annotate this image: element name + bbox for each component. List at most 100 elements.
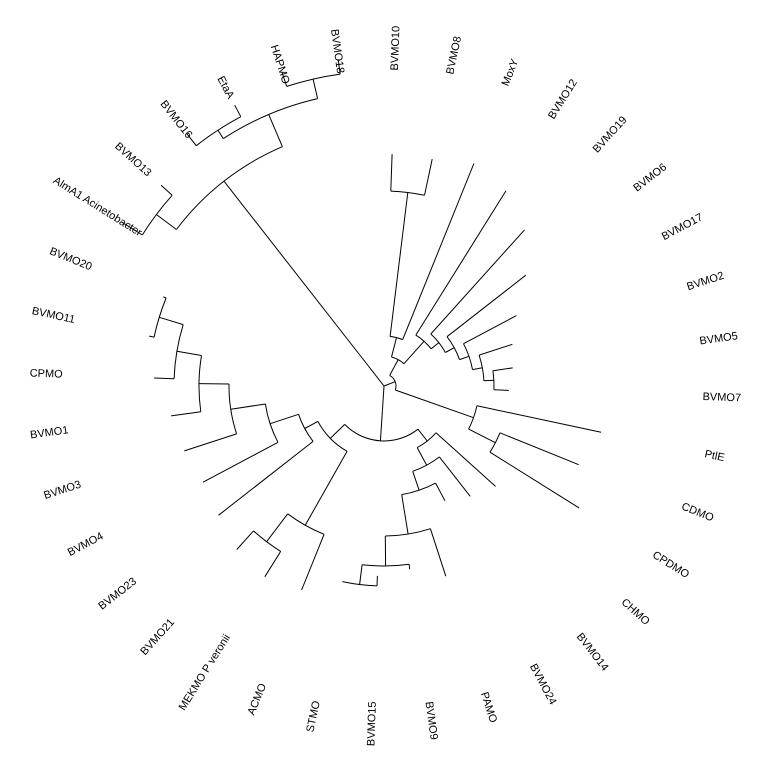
tree-branch — [430, 342, 440, 350]
leaf-label: HAPMO — [268, 43, 292, 85]
leaf-label: CDMO — [680, 501, 716, 525]
tree-branch — [304, 451, 348, 526]
tree-branch — [429, 528, 447, 577]
tree-branch — [383, 381, 396, 387]
tree-branch — [402, 163, 475, 340]
tree-branch — [489, 451, 580, 509]
leaf-label: PAMO — [478, 691, 499, 725]
tree-branch — [202, 441, 279, 483]
tree-branch — [446, 274, 527, 338]
tree-branch — [435, 482, 446, 502]
tree-branch — [301, 534, 325, 591]
leaf-label: BVMO13 — [112, 140, 153, 179]
leaf-label: BVMO8 — [444, 35, 464, 75]
leaf-label: BVMO11 — [31, 305, 76, 326]
tree-branch — [459, 355, 470, 361]
leaf-label: MoxY — [500, 57, 522, 88]
tree-branch — [173, 324, 184, 379]
tree-branch — [435, 432, 496, 487]
tree-branch — [156, 214, 177, 230]
leaf-label: CPMO — [30, 368, 64, 381]
leaf-label: BVMO10 — [389, 26, 403, 71]
tree-branch — [186, 133, 197, 147]
tree-branch — [329, 424, 346, 439]
tree-branch — [223, 180, 360, 355]
leaf-label: EtaA — [214, 74, 236, 101]
leaf-label: BVMO19 — [591, 114, 630, 155]
tree-branch — [381, 385, 385, 411]
leaf-label: BVMO9 — [422, 701, 439, 741]
tree-branch — [317, 421, 348, 452]
tree-branch — [489, 432, 501, 453]
leaf-label: BVMO20 — [48, 245, 94, 273]
tree-branch — [445, 347, 455, 353]
leaf-label: ACMO — [246, 681, 270, 717]
tree-branch — [264, 403, 279, 443]
tree-branch — [337, 59, 341, 75]
leaf-label: BVMO14 — [574, 631, 611, 674]
tree-branch — [390, 154, 393, 192]
tree-branch — [359, 564, 363, 585]
tree-branch — [424, 158, 433, 196]
leaf-label: BVMO24 — [527, 662, 559, 707]
tree-branch — [266, 513, 289, 543]
tree-branch — [385, 528, 431, 537]
tree-branch — [218, 441, 314, 516]
tree-branch — [281, 72, 288, 87]
tree-branch — [236, 530, 254, 550]
leaf-label: BVMO23 — [96, 576, 139, 613]
tree-branch — [160, 184, 173, 196]
tree-branch — [395, 389, 474, 419]
leaf-label: BVMO4 — [66, 530, 106, 559]
tree-branch — [223, 98, 318, 140]
tree-branch — [359, 354, 385, 387]
tree-branch — [401, 482, 436, 496]
leaf-label: BVMO3 — [42, 479, 82, 502]
tree-branch — [298, 414, 314, 442]
tree-branch — [412, 471, 420, 491]
tree-branch — [476, 405, 602, 433]
tree-branch — [439, 456, 471, 497]
tree-branch — [153, 297, 167, 338]
tree-branch — [492, 367, 513, 372]
tree-branch — [269, 413, 299, 425]
tree-branch — [389, 359, 399, 376]
tree-branch — [483, 379, 494, 382]
leaf-label: BVMO21 — [138, 617, 177, 658]
leaf-label: CHMO — [619, 596, 652, 628]
tree-branch — [342, 581, 378, 587]
leaf-label: BVMO18 — [328, 28, 346, 74]
tree-branch — [184, 433, 237, 452]
tree-branch — [268, 114, 283, 147]
tree-branch — [217, 129, 224, 139]
tree-branch — [391, 337, 397, 358]
leaf-label: BVMO15 — [365, 701, 379, 746]
tree-branch — [379, 410, 383, 441]
tree-branch — [463, 315, 517, 345]
tree-branch — [492, 370, 495, 390]
tree-branch — [478, 343, 513, 356]
tree-branch — [389, 192, 409, 337]
tree-branch — [389, 374, 397, 391]
tree-branch — [264, 551, 282, 578]
tree-branch — [154, 377, 175, 380]
tree-branch — [430, 229, 525, 335]
leaf-label: AlmA1 Acinetobacter — [51, 175, 144, 239]
tree-branch — [159, 316, 184, 326]
leaf-label: BVMO12 — [546, 77, 580, 121]
tree-branch — [176, 146, 283, 230]
tree-branch — [304, 420, 319, 429]
tree-branch — [416, 447, 428, 466]
tree-branch — [493, 389, 509, 391]
tree-branch — [198, 355, 202, 412]
tree-branch — [401, 494, 409, 535]
leaf-label: STMO — [304, 699, 322, 733]
tree-branch — [171, 411, 201, 417]
tree-branch — [468, 428, 496, 444]
tree-branch — [344, 424, 419, 442]
tree-branch — [230, 403, 266, 410]
tree-branch — [403, 340, 425, 365]
tree-branch — [472, 367, 483, 371]
tree-branches — [120, 59, 602, 591]
